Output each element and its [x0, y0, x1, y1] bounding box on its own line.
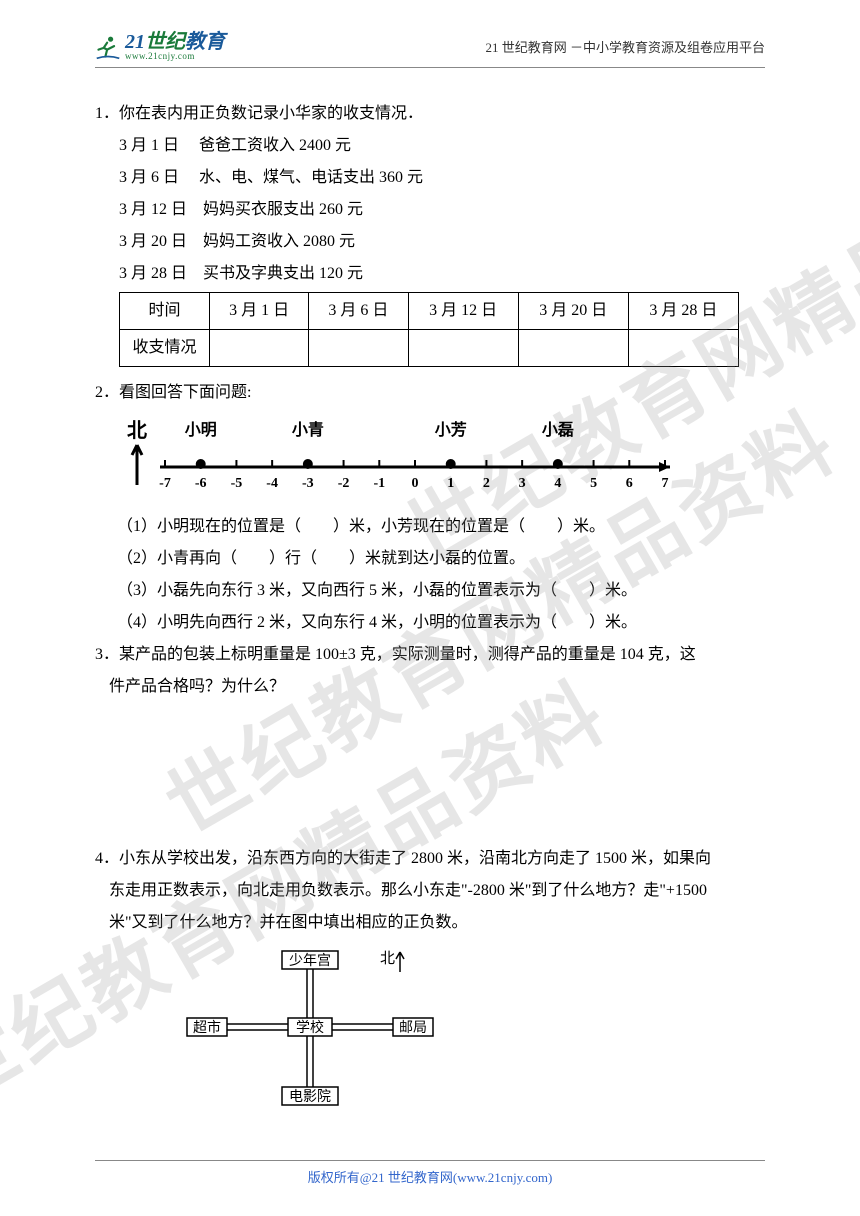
q2-sub: （4）小明先向西行 2 米，又向东行 4 米，小明的位置表示为（ ）米。	[117, 607, 765, 639]
svg-text:超市: 超市	[193, 1019, 221, 1036]
svg-text:电影院: 电影院	[289, 1089, 331, 1105]
svg-text:学校: 学校	[296, 1019, 324, 1036]
svg-text:4: 4	[554, 476, 561, 491]
logo-word-2: 教育	[185, 31, 225, 53]
q4-line2: 东走用正数表示，向北走用负数表示。那么小东走"-2800 米"到了什么地方？走"…	[95, 875, 765, 907]
svg-text:-2: -2	[338, 476, 350, 491]
svg-text:小青: 小青	[292, 420, 324, 439]
table-header: 3 月 1 日	[210, 293, 309, 330]
runner-icon	[95, 34, 121, 60]
svg-text:7: 7	[662, 476, 669, 491]
page-footer: 版权所有@21 世纪教育网(www.21cnjy.com)	[95, 1160, 765, 1186]
q2-subquestions: （1）小明现在的位置是（ ）米，小芳现在的位置是（ ）米。 （2）小青再向（ ）…	[95, 511, 765, 639]
logo-number: 21	[125, 31, 145, 53]
svg-text:0: 0	[412, 476, 419, 491]
table-cell	[309, 330, 408, 367]
logo-text: 21世纪教育 www.21cnjy.com	[125, 32, 225, 61]
number-line-figure: 北 -7 -6 -5 -4 -3 -2 -1 0 1 2 3 4 5 6 7 小明 小青 小芳 小磊	[115, 415, 675, 505]
q1-item: 3 月 1 日 爸爸工资收入 2400 元	[119, 130, 765, 162]
svg-text:邮局: 邮局	[399, 1020, 427, 1036]
svg-text:6: 6	[626, 476, 633, 491]
q1-title: 1．你在表内用正负数记录小华家的收支情况．	[95, 98, 765, 130]
svg-text:5: 5	[590, 476, 597, 491]
q2-sub: （2）小青再向（ ）行（ ）米就到达小磊的位置。	[117, 543, 765, 575]
table-header: 3 月 20 日	[518, 293, 628, 330]
svg-text:-6: -6	[195, 476, 207, 491]
page-content: 1．你在表内用正负数记录小华家的收支情况． 3 月 1 日 爸爸工资收入 240…	[95, 98, 765, 1107]
logo-url: www.21cnjy.com	[125, 52, 225, 61]
q3-line1: 3．某产品的包装上标明重量是 100±3 克，实际测量时，测得产品的重量是 10…	[95, 639, 765, 671]
table-header: 3 月 6 日	[309, 293, 408, 330]
q4-line1: 4．小东从学校出发，沿东西方向的大街走了 2800 米，沿南北方向走了 1500…	[95, 843, 765, 875]
q1-table: 时间 3 月 1 日 3 月 6 日 3 月 12 日 3 月 20 日 3 月…	[119, 292, 739, 367]
table-header: 3 月 28 日	[628, 293, 738, 330]
svg-text:-4: -4	[266, 476, 278, 491]
svg-text:-5: -5	[231, 476, 243, 491]
header-description: 21 世纪教育网 －中小学教育资源及组卷应用平台	[485, 37, 765, 56]
svg-text:小明: 小明	[185, 421, 217, 439]
q2-sub: （1）小明现在的位置是（ ）米，小芳现在的位置是（ ）米。	[117, 511, 765, 543]
svg-text:小磊: 小磊	[542, 421, 574, 439]
table-cell	[628, 330, 738, 367]
svg-text:-1: -1	[373, 476, 385, 491]
logo-word-1: 世纪	[145, 31, 185, 53]
svg-text:1: 1	[447, 476, 454, 491]
table-header: 时间	[120, 293, 210, 330]
table-cell	[408, 330, 518, 367]
q4-line3: 米"又到了什么地方？并在图中填出相应的正负数。	[95, 907, 765, 939]
table-cell	[210, 330, 309, 367]
q1-item: 3 月 6 日 水、电、煤气、电话支出 360 元	[119, 162, 765, 194]
svg-text:3: 3	[519, 476, 526, 491]
svg-text:北: 北	[380, 950, 395, 967]
q2-sub: （3）小磊先向东行 3 米，又向西行 5 米，小磊的位置表示为（ ）米。	[117, 575, 765, 607]
q3-line2: 件产品合格吗？为什么？	[95, 671, 765, 703]
svg-text:北: 北	[127, 419, 147, 442]
q2-title: 2．看图回答下面问题:	[95, 377, 765, 409]
svg-text:小芳: 小芳	[435, 420, 467, 439]
svg-text:少年宫: 少年宫	[289, 953, 331, 969]
svg-text:-7: -7	[159, 476, 171, 491]
q1-items: 3 月 1 日 爸爸工资收入 2400 元 3 月 6 日 水、电、煤气、电话支…	[95, 130, 765, 290]
svg-text:2: 2	[483, 476, 490, 491]
q1-item: 3 月 12 日 妈妈买衣服支出 260 元	[119, 194, 765, 226]
table-row-label: 收支情况	[120, 330, 210, 367]
site-logo: 21世纪教育 www.21cnjy.com	[95, 32, 225, 61]
table-cell	[518, 330, 628, 367]
svg-text:-3: -3	[302, 476, 314, 491]
q1-item: 3 月 28 日 买书及字典支出 120 元	[119, 258, 765, 290]
table-header: 3 月 12 日	[408, 293, 518, 330]
page-header: 21世纪教育 www.21cnjy.com 21 世纪教育网 －中小学教育资源及…	[95, 32, 765, 68]
map-figure: 少年宫超市 学校 邮局电影院 北	[185, 947, 465, 1107]
q1-item: 3 月 20 日 妈妈工资收入 2080 元	[119, 226, 765, 258]
